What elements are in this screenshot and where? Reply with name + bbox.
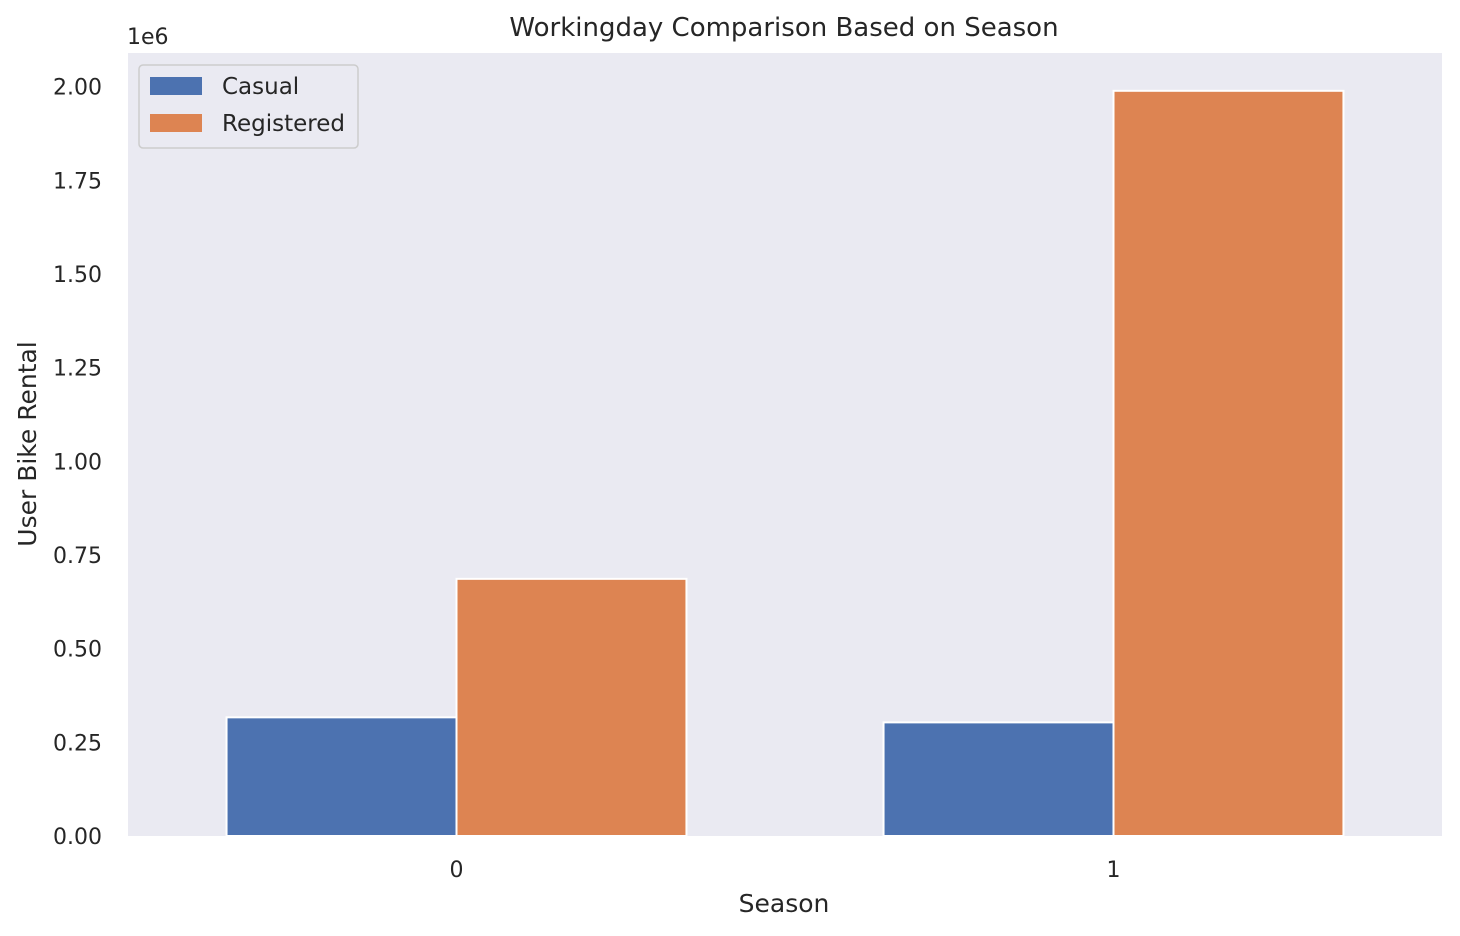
bar-registered-1 <box>1112 89 1345 837</box>
legend-label-casual: Casual <box>222 74 299 100</box>
x-tick-label: 0 <box>450 858 464 883</box>
legend-label-registered: Registered <box>222 111 345 137</box>
y-tick-label: 1.00 <box>53 450 102 475</box>
bar-registered-0 <box>455 577 688 838</box>
legend-swatch-casual <box>150 77 202 95</box>
y-tick-label: 1.50 <box>53 263 102 288</box>
y-axis-ticks: 0.00 0.25 0.50 0.75 1.00 1.25 1.50 1.75 2.00 <box>53 76 102 850</box>
y-tick-label: 0.00 <box>53 825 102 850</box>
bars-group <box>225 89 1345 838</box>
y-axis-label: User Bike Rental <box>13 341 42 546</box>
y-tick-label: 1.75 <box>53 169 102 194</box>
bar-casual-1 <box>882 721 1115 837</box>
x-axis-label: Season <box>739 889 830 918</box>
x-tick-label: 1 <box>1107 858 1121 883</box>
y-tick-label: 2.00 <box>53 76 102 101</box>
legend: Casual Registered <box>138 64 359 149</box>
y-tick-label: 0.75 <box>53 544 102 569</box>
legend-swatch-registered <box>150 114 202 132</box>
y-tick-label: 0.25 <box>53 731 102 756</box>
y-axis-exponent: 1e6 <box>127 25 169 50</box>
chart-title: Workingday Comparison Based on Season <box>509 13 1058 43</box>
y-tick-label: 1.25 <box>53 357 102 382</box>
bar-casual-0 <box>225 716 458 838</box>
y-tick-label: 0.50 <box>53 638 102 663</box>
